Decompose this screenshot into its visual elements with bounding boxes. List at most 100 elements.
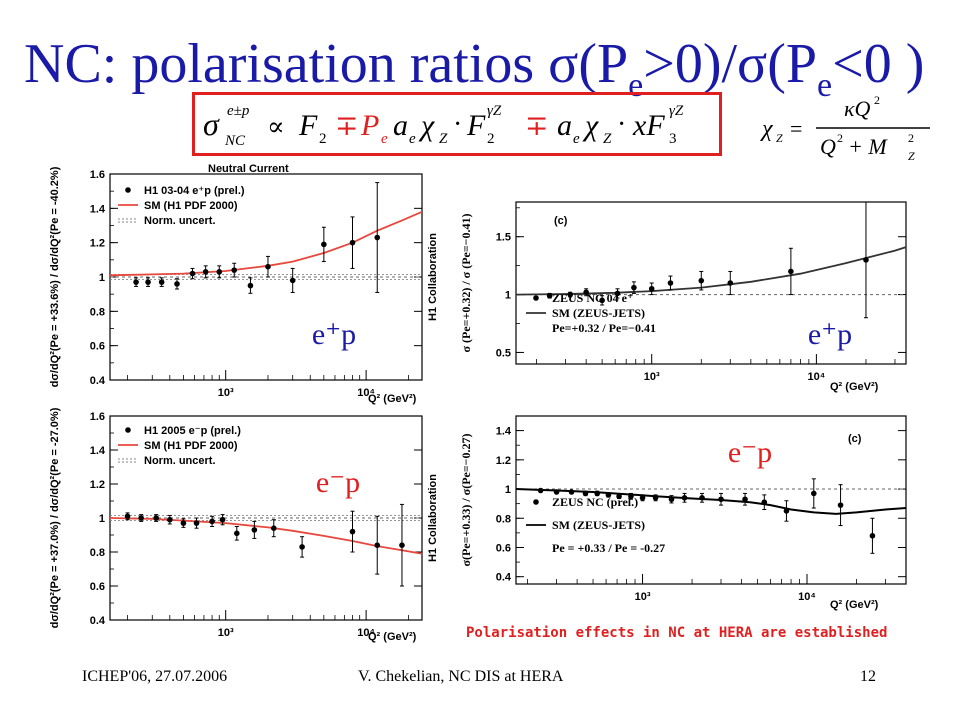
formula-xf3-sup: γZ (669, 103, 684, 119)
chi-formula-numerator: κQ (844, 96, 871, 121)
data-point (321, 241, 327, 248)
formula-chi-2-sub: Z (603, 131, 612, 147)
y-tick-label: 1.2 (90, 238, 105, 250)
data-point (594, 490, 601, 497)
chart-title: (c) (848, 433, 862, 445)
x-axis-label: Q² (GeV²) (368, 631, 417, 643)
data-point (537, 487, 544, 494)
formula-f2: F (298, 109, 318, 142)
legend-marker-point (125, 427, 131, 433)
chi-formula-denominator-q-sup: 2 (837, 131, 843, 145)
data-point (605, 492, 612, 498)
formula-f2-gz: F (466, 109, 486, 142)
title-close: <0 ) (832, 33, 925, 95)
data-point (699, 495, 705, 501)
data-point (631, 284, 637, 291)
collaboration-label: H1 Collaboration (427, 233, 438, 321)
formula-sigma-sub: NC (224, 133, 246, 149)
legend-label: ZEUS NC 04 e⁺ (552, 291, 633, 305)
formula-xf3-sub: 3 (669, 131, 677, 147)
y-axis-label: dσ/dQ²(Pe = +33.6%) / dσ/dQ²(Pe = -40.2%… (49, 166, 61, 387)
x-tick-label: 10³ (218, 387, 234, 399)
data-point (648, 285, 655, 292)
data-point (667, 280, 674, 286)
y-tick-label: 0.4 (496, 572, 512, 584)
y-tick-label: 0.6 (496, 542, 511, 554)
formula-proportional: ∝ (267, 112, 285, 141)
x-tick-label: 10³ (644, 371, 660, 383)
data-point (193, 520, 200, 526)
data-point (616, 493, 622, 500)
legend-label: SM (ZEUS-JETS) (552, 518, 645, 532)
data-point (567, 291, 573, 298)
data-point (124, 513, 131, 520)
sm-prediction-curve (515, 246, 907, 296)
y-tick-label: 1.6 (90, 411, 105, 423)
y-tick-label: 1 (505, 484, 511, 496)
formula-chi-1-sub: Z (439, 131, 448, 147)
plot-frame (515, 201, 907, 365)
formula-ae-1-sub: e (409, 131, 416, 147)
x-tick-label: 10⁴ (357, 627, 375, 639)
data-point (681, 495, 688, 501)
data-point (374, 542, 381, 548)
x-axis-label: Q² (GeV²) (830, 381, 879, 393)
title-open-1: (P (578, 33, 629, 95)
data-point (158, 279, 165, 285)
title-mid: >0)/ (643, 33, 738, 95)
legend-label: Pe=+0.32 / Pe=−0.41 (552, 321, 656, 335)
process-label: e⁻p (316, 466, 360, 499)
data-point (231, 267, 238, 273)
data-point (869, 532, 876, 539)
data-point (583, 289, 589, 296)
chi-formula-m-sub: Z (908, 149, 915, 163)
h1-eminus-ratio-chart: 0.4 0.6 0.8 1 1.2 1.4 1.6 10³ 10⁴ H1 2005 e⁻p (pr… (49, 408, 438, 643)
data-point (811, 490, 817, 497)
nc-cross-section-formula-box: σ e±p NC ∝ F 2 ∓ P e a e χ Z · F 2 γZ ∓ … (192, 92, 722, 156)
legend-label: Norm. uncert. (144, 215, 216, 227)
chi-formula-equals: = (790, 116, 802, 141)
formula-ae-1: a (393, 109, 408, 142)
legend-label: SM (ZEUS-JETS) (552, 306, 645, 320)
legend-label: Norm. uncert. (144, 455, 216, 467)
data-point (668, 496, 675, 503)
y-tick-label: 0.6 (90, 581, 105, 593)
data-point (349, 239, 356, 246)
chi-formula-denominator-q: Q (820, 134, 836, 159)
formula-f2-gz-sub: 2 (487, 131, 495, 147)
data-point (761, 499, 768, 505)
y-axis-label: σ(Pe=+0.33) / σ(Pe=−0.27) (459, 433, 473, 566)
legend-label: H1 03-04 e⁺p (prel.) (144, 185, 245, 197)
data-point (270, 525, 277, 531)
y-tick-label: 1.2 (496, 455, 511, 467)
data-point (639, 495, 646, 501)
formula-pe: P (360, 109, 379, 142)
formula-f2-sub: 2 (319, 131, 327, 147)
data-point (138, 515, 144, 521)
nc-cross-section-formula: σ e±p NC ∝ F 2 ∓ P e a e χ Z · F 2 γZ ∓ … (203, 103, 684, 149)
y-tick-label: 1.4 (90, 445, 106, 457)
chi-formula-chi: χ (760, 116, 774, 142)
data-point (582, 490, 589, 497)
data-point (628, 493, 634, 500)
formula-ae-2-sub: e (573, 131, 580, 147)
formula-ae-2: a (557, 109, 572, 142)
data-point (568, 489, 575, 495)
data-point (265, 263, 271, 270)
footer-author: V. Chekelian, NC DIS at HERA (358, 668, 564, 685)
process-label: e⁺p (312, 318, 356, 351)
data-point (202, 269, 209, 275)
footer-conference: ICHEP'06, 27.07.2006 (82, 668, 228, 685)
y-axis-label: σ (Pe=+0.32) / σ (Pe=−0.41) (459, 213, 473, 352)
title-sigma-2: σ (737, 33, 768, 95)
x-axis-label: Q² (GeV²) (368, 393, 417, 405)
y-axis-label: dσ/dQ²(Pe = +37.0%) / dσ/dQ²(Pe = -27.0%… (49, 408, 61, 628)
formula-dot-1: · (453, 109, 462, 140)
data-point (546, 292, 553, 299)
data-point (174, 281, 180, 287)
formula-f2-gz-sup: γZ (487, 103, 502, 119)
collaboration-label: H1 Collaboration (427, 474, 438, 562)
data-point (234, 530, 240, 537)
x-axis-label: Q² (GeV²) (830, 599, 879, 611)
